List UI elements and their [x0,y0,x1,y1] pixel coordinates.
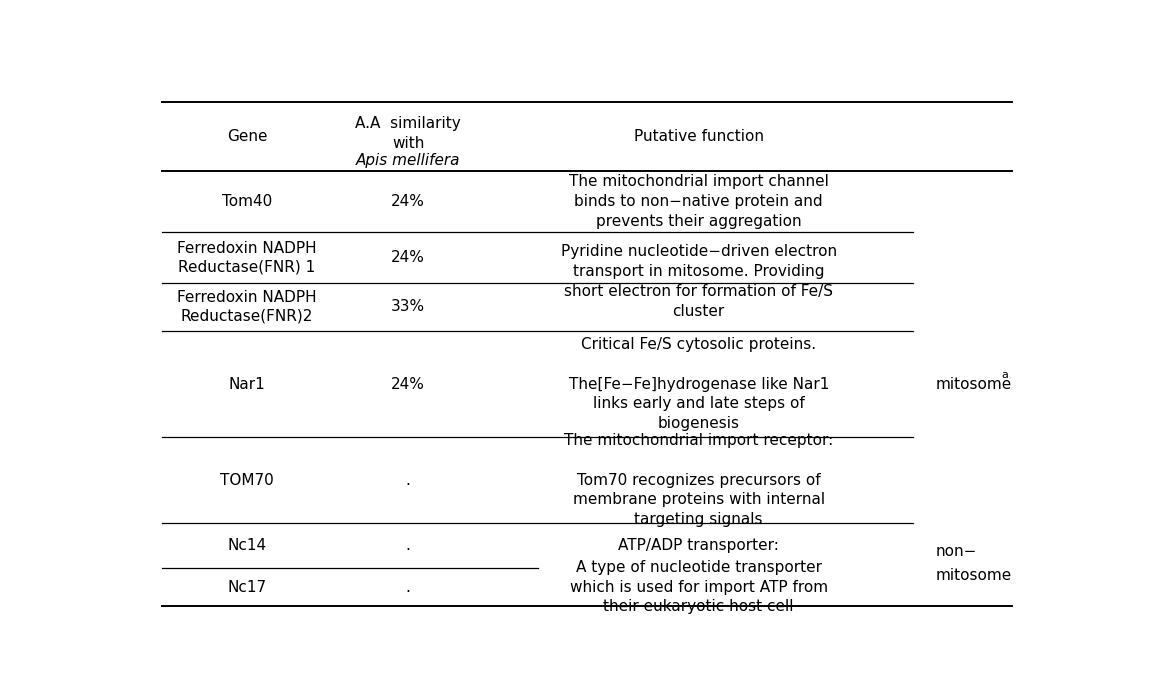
Text: Ferredoxin NADPH
Reductase(FNR) 1: Ferredoxin NADPH Reductase(FNR) 1 [178,241,317,274]
Text: Pyridine nucleotide−driven electron
transport in mitosome. Providing
short elect: Pyridine nucleotide−driven electron tran… [561,244,837,319]
Text: Nc14: Nc14 [227,538,267,553]
Text: Nar1: Nar1 [228,376,265,392]
Text: TOM70: TOM70 [220,473,273,487]
Text: The mitochondrial import receptor:

Tom70 recognizes precursors of
membrane prot: The mitochondrial import receptor: Tom70… [564,433,833,527]
Text: a: a [1001,370,1007,379]
Text: 24%: 24% [391,376,425,392]
Text: 24%: 24% [391,250,425,265]
Text: Ferredoxin NADPH
Reductase(FNR)2: Ferredoxin NADPH Reductase(FNR)2 [178,290,317,324]
Text: ATP/ADP transporter:: ATP/ADP transporter: [619,538,779,553]
Text: non−: non− [936,544,977,558]
Text: A type of nucleotide transporter
which is used for import ATP from
their eukaryo: A type of nucleotide transporter which i… [570,560,827,614]
Text: .: . [406,538,411,553]
Text: mitosome: mitosome [936,376,1012,392]
Text: .: . [406,473,411,487]
Text: Nc17: Nc17 [227,580,267,594]
Text: Critical Fe/S cytosolic proteins.

The[Fe−Fe]hydrogenase like Nar1
links early a: Critical Fe/S cytosolic proteins. The[Fe… [569,337,829,431]
Text: 24%: 24% [391,194,425,209]
Text: Gene: Gene [227,129,268,144]
Text: Putative function: Putative function [634,129,764,144]
Text: 33%: 33% [391,300,425,314]
Text: Tom40: Tom40 [222,194,272,209]
Text: A.A  similarity
with: A.A similarity with [355,116,460,151]
Text: mitosome: mitosome [936,567,1012,583]
Text: The mitochondrial import channel
binds to non−native protein and
prevents their : The mitochondrial import channel binds t… [569,174,829,229]
Text: .: . [406,580,411,594]
Text: Apis mellifera: Apis mellifera [355,153,460,167]
